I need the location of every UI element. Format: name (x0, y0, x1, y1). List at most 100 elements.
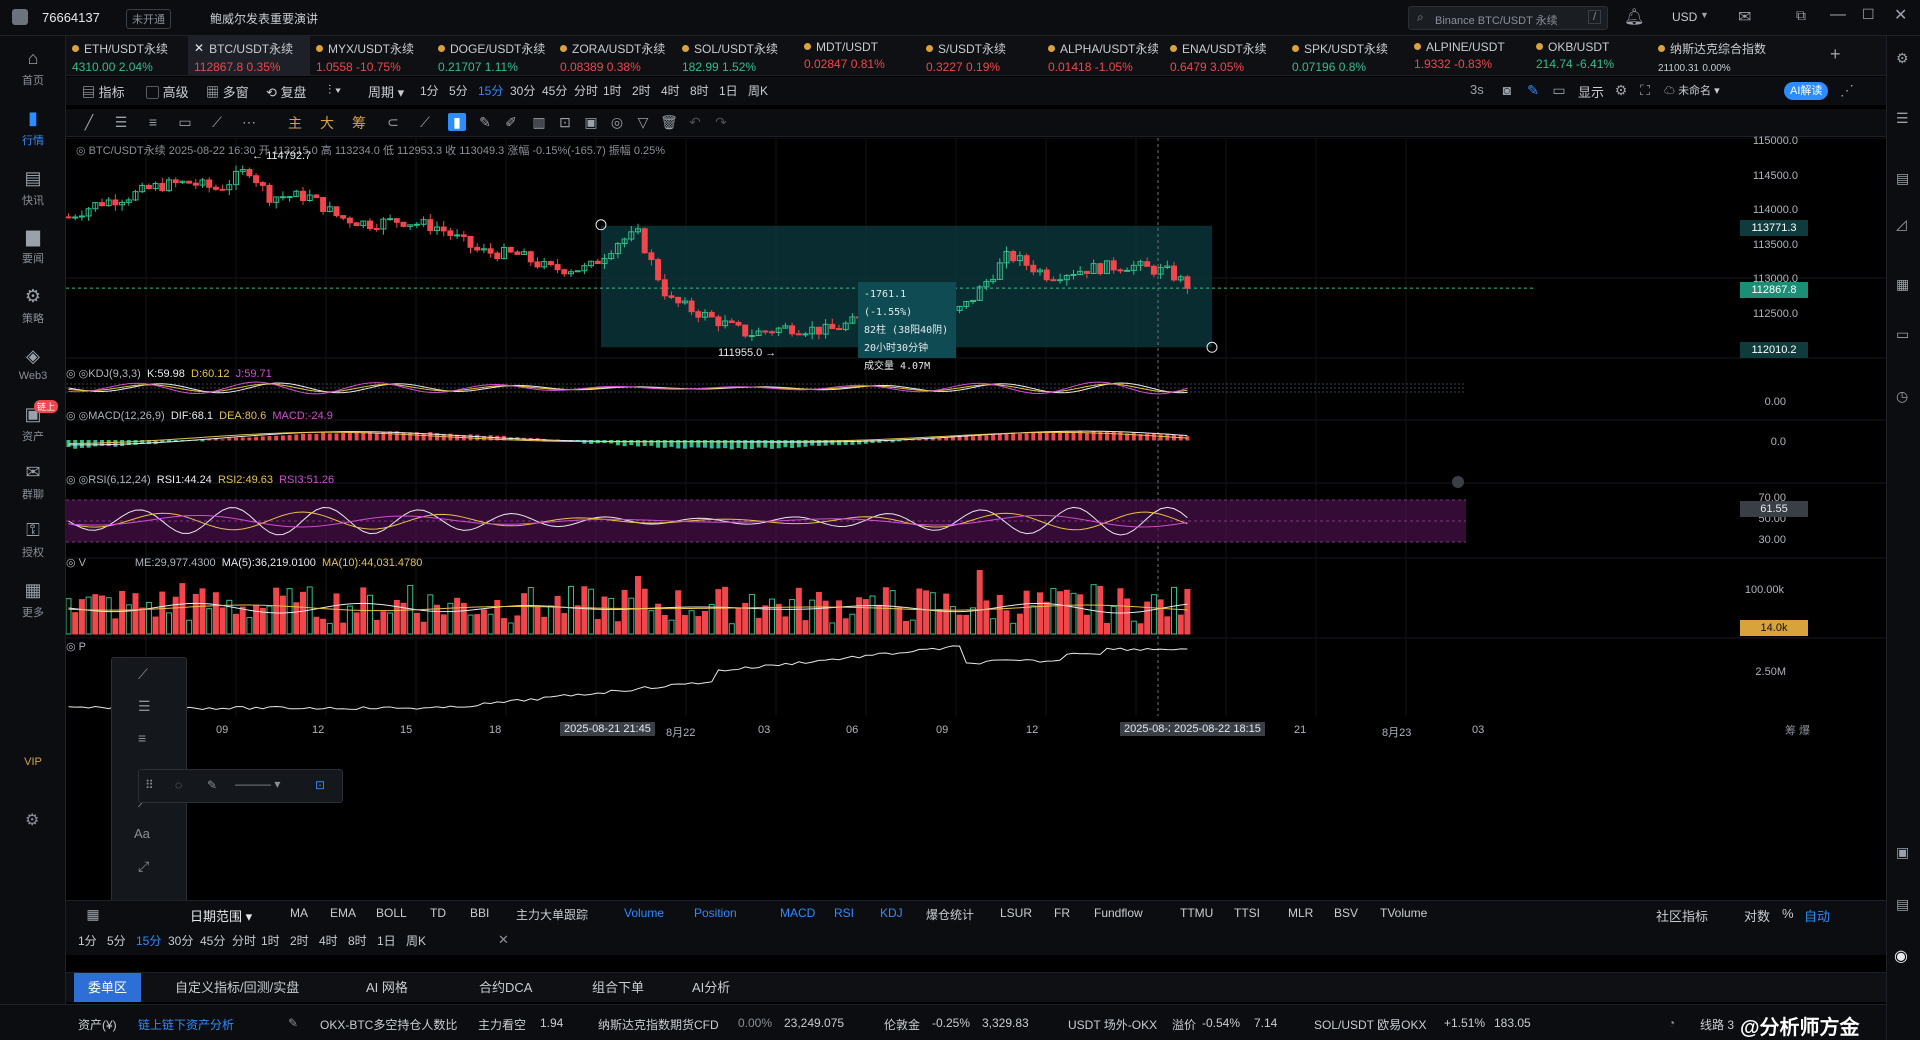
timeframe-30分[interactable]: 30分 (168, 934, 194, 948)
vip-badge[interactable]: 未开通 (126, 9, 171, 29)
filter-icon[interactable]: ▽ (637, 114, 649, 130)
close-timeframe-icon[interactable]: ✕ (498, 932, 509, 947)
camera-icon[interactable]: ◙ (1502, 82, 1512, 98)
share-icon[interactable]: ⋰ (1840, 82, 1854, 98)
mail-icon[interactable]: ✉ (1738, 9, 1752, 26)
timeframe-周K[interactable]: 周K (748, 84, 769, 98)
channel-icon[interactable]: ≡ (148, 114, 158, 130)
log-scale-toggle[interactable]: 对数 (1744, 909, 1771, 924)
timeframe-5分[interactable]: 5分 (449, 84, 468, 98)
nav-item-0[interactable]: ⌂ 首页 (0, 48, 66, 88)
assets-label[interactable]: 资产(¥) (78, 1018, 117, 1032)
edit-icon[interactable]: ✎ (288, 1016, 299, 1030)
channel-tool-icon[interactable]: ≡ (138, 730, 147, 746)
indicator-tab-volume[interactable]: Volume (624, 906, 665, 920)
settings-gear-icon[interactable]: ⚙ (25, 812, 40, 829)
nav-item-5[interactable]: ◈ Web3 (0, 346, 66, 382)
ticker-12[interactable]: OKB/USDT 214.74 -6.41% (1530, 36, 1652, 76)
percent-scale-toggle[interactable]: % (1782, 906, 1794, 921)
chain-assets-link[interactable]: 链上链下资产分析 (138, 1018, 235, 1032)
timeframe-45分[interactable]: 45分 (200, 934, 226, 948)
indicator-tab-ttsi[interactable]: TTSI (1234, 906, 1260, 920)
timeframe-30分[interactable]: 30分 (510, 84, 536, 98)
indicator-tab-td[interactable]: TD (430, 906, 446, 920)
usdt-otc-name[interactable]: USDT 场外-OKX (1068, 1018, 1158, 1032)
ticker-6[interactable]: MDT/USDT 0.02847 0.81% (798, 36, 920, 76)
hide-icon[interactable]: ◎ (610, 114, 624, 130)
indicator-tab-macd[interactable]: MACD (780, 906, 816, 920)
nav-item-7[interactable]: ✉ 群聊 (0, 462, 66, 502)
popout-icon[interactable]: ⧉ (1796, 7, 1806, 23)
indicator-tab-fr[interactable]: FR (1054, 906, 1070, 920)
add-ticker-icon[interactable]: + (1830, 44, 1841, 64)
list-icon[interactable]: ☰ (1896, 110, 1909, 126)
timeframe-4时[interactable]: 4时 (319, 934, 338, 948)
chart-type-button[interactable]: ⫶ ▾ (328, 82, 342, 97)
indicator-tab-kdj[interactable]: KDJ (880, 906, 903, 920)
nasdaq-cfd-name[interactable]: 纳斯达克指数期货CFD (598, 1018, 719, 1032)
big-order-button[interactable]: 大 (320, 115, 334, 131)
chart-canvas[interactable] (66, 138, 1886, 900)
main-force-button[interactable]: 主 (288, 115, 302, 131)
indicator-tab-bsv[interactable]: BSV (1334, 906, 1359, 920)
fill-icon[interactable]: ◌ (175, 778, 183, 792)
timeframe-8时[interactable]: 8时 (348, 934, 367, 948)
nav-item-1[interactable]: ▮ 行情 (0, 108, 66, 148)
ai-interpret-button[interactable]: AI解读 (1784, 82, 1829, 100)
ticker-10[interactable]: SPK/USDT永续 0.07196 0.8% (1286, 36, 1408, 76)
indicator-tab-主力大单跟踪[interactable]: 主力大单跟踪 (516, 908, 589, 922)
pen-icon[interactable]: ✎ (479, 114, 491, 130)
wallet-icon[interactable]: ▭ (1896, 326, 1910, 342)
indicator-tab-ema[interactable]: EMA (330, 906, 357, 920)
ticker-4[interactable]: ZORA/USDT永续 0.08389 0.38% (554, 36, 676, 76)
indicator-tab-bbi[interactable]: BBI (470, 906, 490, 920)
ray-icon[interactable]: ⟋ (212, 114, 222, 130)
indicator-button[interactable]: ▤ 指标 (82, 85, 125, 100)
ticker-5[interactable]: SOL/USDT永续 182.99 1.52% (676, 36, 798, 76)
date-range-button[interactable]: 日期范围 ▾ (190, 909, 253, 924)
undo-icon[interactable]: ↶ (689, 114, 701, 130)
draw-icon[interactable]: ✎ (1527, 82, 1539, 98)
nav-item-6[interactable]: ▣ 资产 链上 (0, 400, 66, 444)
panel-tab-0[interactable]: 委单区 (74, 973, 142, 1002)
indicator-tab-fundflow[interactable]: Fundflow (1094, 906, 1143, 920)
fullscreen-icon[interactable]: ⛶ (1640, 82, 1650, 98)
news-headline[interactable]: 鲍威尔发表重要演讲 (210, 12, 319, 26)
advanced-button[interactable]: ▢ 高级 (146, 85, 189, 100)
notes-icon[interactable]: ▤ (1896, 896, 1910, 912)
template-icon[interactable]: ▭ (1552, 82, 1566, 98)
refresh-interval[interactable]: 3s (1470, 82, 1484, 97)
rectangle-icon[interactable]: ▭ (178, 114, 192, 130)
indicator-tab-ttmu[interactable]: TTMU (1180, 906, 1214, 920)
ratio-name[interactable]: OKX-BTC多空持仓人数比 (320, 1018, 458, 1032)
nav-item-2[interactable]: ▤ 快讯 (0, 168, 66, 208)
indicator-tab-lsur[interactable]: LSUR (1000, 906, 1033, 920)
line-style-select[interactable]: ——— ▾ (235, 777, 281, 791)
chevron-down-icon[interactable]: ▼ (1700, 10, 1709, 20)
panel-tab-1[interactable]: 自定义指标/回测/实盘 (175, 980, 300, 995)
timeframe-1日[interactable]: 1日 (719, 84, 738, 98)
line-tool-icon[interactable]: ⟋ (138, 666, 148, 682)
depth-icon[interactable]: ◿ (1896, 216, 1907, 232)
timeframe-1分[interactable]: 1分 (78, 934, 97, 948)
gold-name[interactable]: 伦敦金 (884, 1018, 921, 1032)
calendar-icon[interactable]: ▦ (86, 906, 100, 922)
route-label[interactable]: 线路 3 (1700, 1018, 1735, 1032)
timeframe-1分[interactable]: 1分 (420, 84, 439, 98)
close-icon[interactable]: ✕ (1894, 7, 1908, 24)
bookmark-icon[interactable]: ▮ (448, 113, 466, 131)
text-tool[interactable]: Aa (134, 826, 150, 841)
note-icon[interactable]: ▣ (584, 114, 598, 130)
indicator-tab-boll[interactable]: BOLL (376, 906, 407, 920)
indicator-tab-爆仓统计[interactable]: 爆仓统计 (926, 908, 975, 922)
layout-icon[interactable]: ▣ (1896, 844, 1910, 860)
indicator-tab-position[interactable]: Position (694, 906, 737, 920)
timeframe-15分[interactable]: 15分 (478, 84, 504, 98)
vip-nav[interactable]: VIP (24, 756, 42, 768)
maximize-icon[interactable]: ☐ (1862, 6, 1875, 22)
minimize-icon[interactable]: — (1830, 6, 1846, 23)
user-avatar-icon[interactable] (12, 9, 28, 25)
indicator-tab-mlr[interactable]: MLR (1288, 906, 1314, 920)
chip-button[interactable]: 筹 (352, 115, 366, 131)
ticker-0[interactable]: ETH/USDT永续 4310.00 2.04% (66, 36, 188, 76)
